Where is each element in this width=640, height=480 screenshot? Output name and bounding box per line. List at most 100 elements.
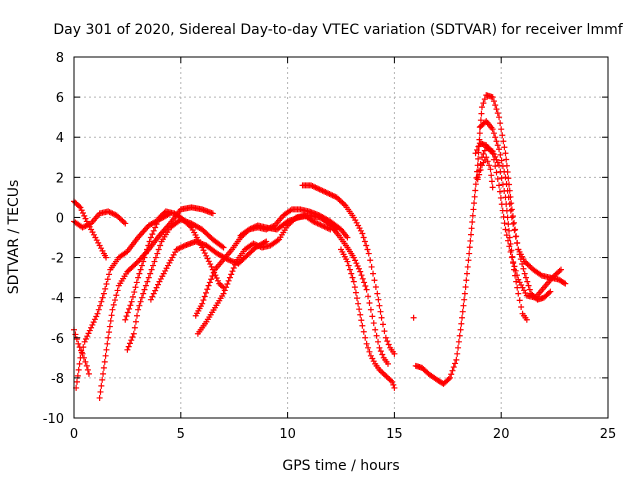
data-point [390, 381, 397, 388]
data-point [100, 364, 107, 371]
data-point [503, 156, 510, 163]
series-trace-11 [237, 206, 351, 241]
data-point [384, 360, 391, 367]
data-point [359, 230, 366, 237]
data-point [150, 262, 157, 269]
data-point [503, 181, 510, 188]
data-point [135, 274, 142, 281]
data-point [492, 134, 499, 141]
data-point [128, 298, 135, 305]
data-point [496, 162, 503, 169]
data-point [137, 266, 144, 273]
data-point [477, 117, 484, 124]
data-point [475, 155, 482, 162]
data-point [93, 313, 100, 320]
data-point [100, 370, 107, 377]
data-point [352, 257, 359, 264]
data-point [214, 277, 221, 284]
data-point [187, 223, 194, 230]
data-point [492, 102, 499, 109]
data-point [132, 318, 139, 325]
data-point [560, 279, 567, 286]
data-point [506, 227, 513, 234]
plot-frame [73, 56, 609, 419]
data-point [376, 302, 383, 309]
data-point [126, 305, 133, 312]
data-point [365, 344, 372, 351]
series-trace-20 [476, 118, 569, 287]
data-point [351, 284, 358, 291]
data-point [472, 181, 479, 188]
data-point [86, 327, 93, 334]
data-point [141, 286, 148, 293]
data-point [91, 316, 98, 323]
data-point [510, 220, 517, 227]
data-point [472, 150, 479, 157]
data-point [511, 219, 518, 226]
data-point [496, 188, 503, 195]
data-point [155, 246, 162, 253]
data-point [79, 350, 86, 357]
data-point [147, 234, 154, 241]
data-point [203, 289, 210, 296]
data-point [88, 324, 95, 331]
data-point [364, 246, 371, 253]
data-point [138, 294, 145, 301]
y-tick-label: -6 [51, 332, 64, 347]
data-point [356, 306, 363, 313]
data-point [490, 98, 497, 105]
data-point [263, 238, 270, 245]
data-point [78, 207, 85, 214]
data-point [209, 210, 216, 217]
data-point [507, 248, 514, 255]
data-point [490, 130, 497, 137]
data-point [496, 114, 503, 121]
data-point [500, 138, 507, 145]
data-point [204, 286, 211, 293]
x-axis-label: GPS time / hours [282, 458, 399, 474]
data-point [375, 296, 382, 303]
data-point [124, 346, 131, 353]
data-point [147, 296, 154, 303]
data-point [348, 270, 355, 277]
data-point [209, 273, 216, 280]
data-point [410, 314, 417, 321]
data-point [492, 163, 499, 170]
data-point [136, 302, 143, 309]
data-point [467, 237, 474, 244]
y-tick-label: -10 [43, 412, 64, 427]
data-point [106, 329, 113, 336]
data-point [144, 246, 151, 253]
data-point [378, 314, 385, 321]
data-point [225, 277, 232, 284]
data-point [106, 271, 113, 278]
data-point [461, 296, 468, 303]
data-point [512, 226, 519, 233]
data-point [221, 287, 228, 294]
data-point [104, 340, 111, 347]
data-point [199, 300, 206, 307]
data-point [131, 324, 138, 331]
data-point [81, 212, 88, 219]
data-point [496, 146, 503, 153]
data-point [498, 157, 505, 164]
data-point [514, 272, 521, 279]
data-point [201, 293, 208, 300]
data-point [75, 340, 82, 347]
y-tick-label: -8 [51, 372, 64, 387]
data-point [488, 178, 495, 185]
data-point [480, 100, 487, 107]
data-point [375, 338, 382, 345]
data-point [147, 270, 154, 277]
ticks-layer: 0 5 10 15 20 25 -10 -8 -6 -4 -2 0 2 4 6 8 [43, 51, 617, 442]
data-point [381, 328, 388, 335]
data-point [488, 172, 495, 179]
data-point [445, 376, 452, 383]
data-point [73, 378, 80, 385]
data-point [493, 106, 500, 113]
data-point [366, 300, 373, 307]
data-point [511, 227, 518, 234]
data-point [360, 234, 367, 241]
data-point [457, 326, 464, 333]
